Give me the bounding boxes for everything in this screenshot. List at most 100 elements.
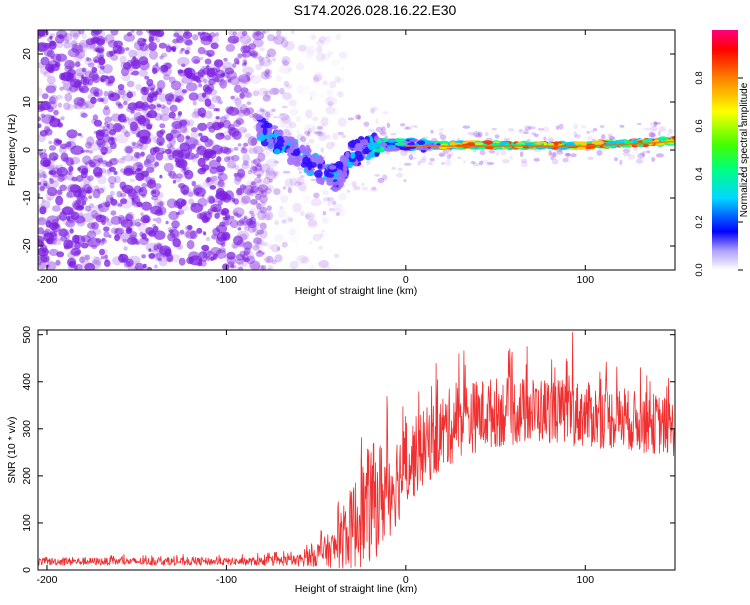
noise-blob (481, 159, 489, 164)
noise-blob (48, 231, 57, 238)
noise-blob (645, 150, 651, 154)
noise-blob (190, 236, 194, 240)
noise-blob (89, 228, 95, 234)
noise-blob (354, 114, 361, 120)
noise-blob (206, 83, 215, 92)
noise-blob (303, 124, 316, 135)
noise-blob (182, 31, 193, 39)
noise-blob (93, 88, 103, 98)
noise-blob (647, 150, 651, 154)
noise-blob (68, 61, 76, 70)
noise-blob (175, 201, 183, 209)
noise-blob (203, 232, 207, 236)
noise-blob (206, 67, 216, 78)
snr-series-line (38, 331, 675, 569)
noise-blob (207, 88, 218, 96)
noise-blob (243, 251, 255, 261)
noise-blob (39, 174, 46, 179)
noise-blob (80, 260, 92, 268)
noise-blob (143, 158, 152, 168)
noise-blob (243, 215, 248, 220)
noise-blob (237, 53, 243, 59)
noise-blob (116, 190, 123, 198)
noise-blob (43, 71, 51, 78)
noise-blob (237, 143, 242, 147)
noise-blob (108, 166, 116, 172)
noise-blob (65, 157, 74, 167)
noise-blob (56, 251, 65, 258)
noise-blob (296, 167, 304, 171)
noise-blob (193, 139, 200, 146)
noise-blob (110, 215, 122, 225)
noise-blob (279, 205, 284, 210)
noise-blob (229, 106, 234, 111)
noise-blob (187, 191, 194, 198)
noise-blob (89, 161, 96, 168)
noise-blob (184, 141, 190, 148)
noise-blob (287, 68, 292, 72)
trace-blob (379, 142, 388, 147)
noise-blob (592, 128, 598, 131)
noise-blob (140, 86, 149, 96)
noise-blob (305, 212, 315, 221)
y-tick-label: 400 (21, 373, 33, 391)
noise-blob (179, 142, 191, 152)
noise-blob (76, 199, 82, 205)
noise-blob (84, 70, 95, 79)
noise-blob (152, 67, 158, 75)
x-tick-label: -200 (36, 574, 57, 586)
noise-blob (361, 186, 369, 191)
noise-blob (259, 47, 265, 52)
noise-blob (197, 69, 206, 77)
noise-blob (255, 198, 264, 206)
noise-blob (239, 75, 251, 85)
noise-blob (232, 31, 238, 36)
noise-blob (256, 203, 262, 210)
trace-blob (335, 161, 344, 168)
noise-blob (158, 32, 164, 38)
noise-blob (185, 33, 189, 37)
noise-blob (193, 187, 206, 197)
noise-blob (43, 183, 50, 189)
noise-blob (270, 244, 281, 253)
noise-blob (267, 34, 275, 42)
noise-blob (171, 121, 182, 129)
noise-blob (247, 220, 257, 229)
noise-blob (267, 69, 273, 75)
noise-blob (155, 253, 161, 259)
noise-blob (191, 202, 197, 208)
noise-blob (503, 138, 510, 141)
noise-blob (198, 251, 207, 259)
noise-blob (66, 129, 78, 139)
noise-blob (254, 177, 262, 184)
noise-blob (263, 184, 272, 191)
noise-blob (104, 259, 111, 267)
noise-blob (216, 181, 226, 189)
noise-blob (258, 249, 263, 253)
noise-blob (57, 118, 61, 123)
noise-blob (261, 242, 268, 247)
noise-blob (250, 181, 256, 186)
noise-blob (668, 128, 673, 134)
trace-blob (286, 148, 295, 154)
noise-blob (297, 254, 308, 263)
noise-blob (76, 98, 86, 107)
noise-blob (601, 134, 606, 140)
noise-blob (276, 30, 282, 36)
noise-blob (73, 215, 86, 224)
noise-blob (210, 246, 222, 256)
noise-blob (201, 215, 209, 224)
noise-blob (365, 160, 371, 165)
noise-blob (649, 121, 657, 128)
spectrogram-y-label: Frequency (Hz) (6, 114, 18, 186)
noise-blob (240, 45, 250, 54)
noise-blob (648, 131, 655, 138)
noise-blob (180, 48, 185, 52)
noise-blob (178, 203, 183, 209)
noise-blob (241, 53, 247, 58)
noise-blob (59, 184, 67, 192)
noise-blob (327, 264, 338, 270)
noise-blob (250, 137, 258, 146)
noise-blob (259, 60, 265, 66)
noise-blob (58, 146, 67, 154)
